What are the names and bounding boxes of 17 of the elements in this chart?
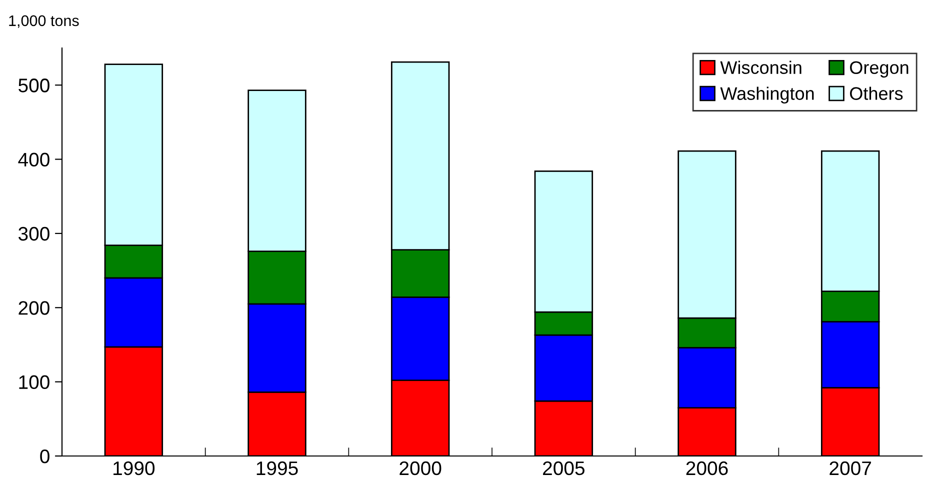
y-tick-label: 400: [18, 152, 50, 167]
x-tick-label: 2007: [830, 461, 871, 476]
x-tick-label: 2006: [686, 461, 728, 476]
legend-label: Others: [850, 86, 903, 100]
y-tick-label: 500: [18, 78, 50, 92]
y-tick-label: 100: [19, 375, 50, 390]
y-tick-label: 0: [40, 449, 50, 464]
x-tick-label: 2000: [400, 461, 442, 476]
legend-label: Oregon: [850, 61, 908, 78]
legend-label: Washington: [720, 86, 814, 104]
x-tick-label: 2005: [543, 461, 584, 476]
y-tick-label: 300: [18, 226, 50, 241]
y-axis-title: 1,000 tons: [9, 15, 79, 28]
x-tick-label: 1995: [256, 461, 298, 476]
x-tick-label: 1990: [114, 461, 155, 476]
legend-label: Wisconsin: [720, 60, 802, 74]
y-tick-label: 200: [18, 301, 50, 315]
